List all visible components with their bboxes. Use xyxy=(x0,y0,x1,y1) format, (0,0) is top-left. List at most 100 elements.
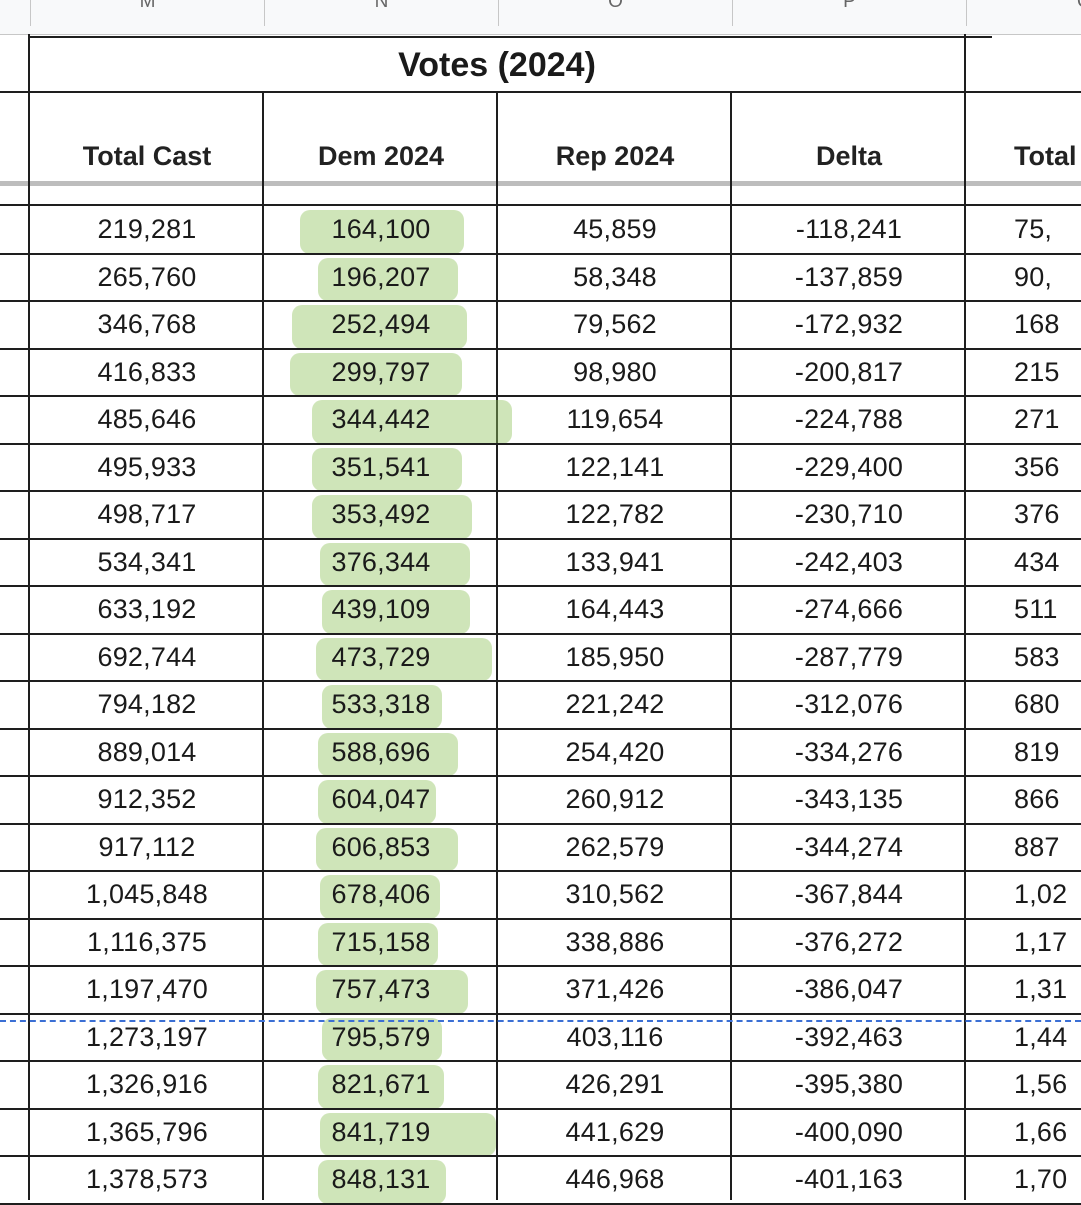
cell-dem-2024[interactable]: 841,719 xyxy=(331,1116,431,1147)
header-total[interactable]: Total xyxy=(1014,140,1077,171)
cell-total-cast[interactable]: 794,182 xyxy=(97,689,197,720)
cell-rep-2024[interactable]: 262,579 xyxy=(565,831,665,862)
cell-total[interactable]: 90, xyxy=(1014,261,1053,292)
column-letter-o[interactable]: O xyxy=(498,0,732,26)
cell-total[interactable]: 511 xyxy=(1014,594,1058,625)
cell-delta[interactable]: -344,274 xyxy=(794,831,904,862)
cell-delta[interactable]: -287,779 xyxy=(794,641,904,672)
cell-total[interactable]: 1,44 xyxy=(1014,1021,1068,1052)
cell-total[interactable]: 215 xyxy=(1014,356,1060,387)
cell-delta[interactable]: -312,076 xyxy=(794,689,904,720)
cell-total-cast[interactable]: 1,378,573 xyxy=(86,1164,208,1195)
cell-delta[interactable]: -229,400 xyxy=(794,451,904,482)
cell-total-cast[interactable]: 1,326,916 xyxy=(86,1069,208,1100)
column-letter-p[interactable]: P xyxy=(732,0,966,26)
cell-rep-2024[interactable]: 310,562 xyxy=(565,879,665,910)
cell-dem-2024[interactable]: 533,318 xyxy=(331,689,431,720)
cell-delta[interactable]: -400,090 xyxy=(794,1116,904,1147)
cell-total-cast[interactable]: 495,933 xyxy=(97,451,197,482)
cell-rep-2024[interactable]: 446,968 xyxy=(565,1164,665,1195)
cell-total-cast[interactable]: 534,341 xyxy=(97,546,197,577)
cell-dem-2024[interactable]: 473,729 xyxy=(331,641,431,672)
column-letter-q[interactable]: Q xyxy=(966,0,1081,26)
cell-total-cast[interactable]: 633,192 xyxy=(97,594,197,625)
cell-dem-2024[interactable]: 164,100 xyxy=(331,214,431,245)
header-total-cast[interactable]: Total Cast xyxy=(82,140,212,171)
cell-delta[interactable]: -172,932 xyxy=(794,309,904,340)
cell-rep-2024[interactable]: 185,950 xyxy=(565,641,665,672)
cell-dem-2024[interactable]: 604,047 xyxy=(331,784,431,815)
cell-total[interactable]: 168 xyxy=(1014,309,1060,340)
cell-total-cast[interactable]: 485,646 xyxy=(97,404,197,435)
cell-total[interactable]: 819 xyxy=(1014,736,1060,767)
cell-total[interactable]: 1,70 xyxy=(1014,1164,1068,1195)
header-delta[interactable]: Delta xyxy=(815,140,883,171)
cell-dem-2024[interactable]: 848,131 xyxy=(331,1164,431,1195)
header-rep-2024[interactable]: Rep 2024 xyxy=(555,140,675,171)
cell-rep-2024[interactable]: 122,141 xyxy=(565,451,665,482)
cell-total[interactable]: 680 xyxy=(1014,689,1060,720)
cell-dem-2024[interactable]: 376,344 xyxy=(331,546,431,577)
cell-rep-2024[interactable]: 221,242 xyxy=(565,689,665,720)
cell-total-cast[interactable]: 912,352 xyxy=(97,784,197,815)
cell-total-cast[interactable]: 265,760 xyxy=(97,261,197,292)
cell-delta[interactable]: -367,844 xyxy=(794,879,904,910)
cell-rep-2024[interactable]: 98,980 xyxy=(573,356,657,387)
cell-dem-2024[interactable]: 795,579 xyxy=(331,1021,431,1052)
cell-rep-2024[interactable]: 79,562 xyxy=(573,309,657,340)
cell-rep-2024[interactable]: 371,426 xyxy=(565,974,665,1005)
cell-delta[interactable]: -137,859 xyxy=(794,261,904,292)
cell-delta[interactable]: -242,403 xyxy=(794,546,904,577)
cell-delta[interactable]: -395,380 xyxy=(794,1069,904,1100)
cell-dem-2024[interactable]: 344,442 xyxy=(331,404,431,435)
cell-total-cast[interactable]: 1,197,470 xyxy=(86,974,208,1005)
cell-rep-2024[interactable]: 260,912 xyxy=(565,784,665,815)
cell-total-cast[interactable]: 692,744 xyxy=(97,641,197,672)
cell-total-cast[interactable]: 346,768 xyxy=(97,309,197,340)
cell-rep-2024[interactable]: 426,291 xyxy=(565,1069,665,1100)
cell-dem-2024[interactable]: 821,671 xyxy=(331,1069,431,1100)
cell-total[interactable]: 887 xyxy=(1014,831,1060,862)
cell-total-cast[interactable]: 416,833 xyxy=(97,356,197,387)
cell-dem-2024[interactable]: 196,207 xyxy=(331,261,431,292)
cell-dem-2024[interactable]: 439,109 xyxy=(331,594,431,625)
cell-dem-2024[interactable]: 351,541 xyxy=(331,451,431,482)
cell-delta[interactable]: -386,047 xyxy=(794,974,904,1005)
cell-delta[interactable]: -343,135 xyxy=(794,784,904,815)
cell-dem-2024[interactable]: 299,797 xyxy=(331,356,431,387)
cell-delta[interactable]: -230,710 xyxy=(794,499,904,530)
header-dem-2024[interactable]: Dem 2024 xyxy=(317,140,445,171)
cell-dem-2024[interactable]: 715,158 xyxy=(331,926,431,957)
cell-total-cast[interactable]: 1,365,796 xyxy=(86,1116,208,1147)
cell-total-cast[interactable]: 1,116,375 xyxy=(87,926,207,957)
cell-total[interactable]: 75, xyxy=(1014,214,1053,245)
cell-dem-2024[interactable]: 606,853 xyxy=(331,831,431,862)
cell-total[interactable]: 1,56 xyxy=(1014,1069,1068,1100)
cell-total-cast[interactable]: 498,717 xyxy=(97,499,197,530)
cell-rep-2024[interactable]: 58,348 xyxy=(573,261,657,292)
cell-delta[interactable]: -334,276 xyxy=(794,736,904,767)
cell-total[interactable]: 583 xyxy=(1014,641,1060,672)
cell-rep-2024[interactable]: 338,886 xyxy=(565,926,665,957)
cell-rep-2024[interactable]: 122,782 xyxy=(565,499,665,530)
column-letter-m[interactable]: M xyxy=(30,0,264,26)
cell-total-cast[interactable]: 219,281 xyxy=(97,214,197,245)
cell-rep-2024[interactable]: 45,859 xyxy=(573,214,657,245)
cell-dem-2024[interactable]: 757,473 xyxy=(331,974,431,1005)
cell-delta[interactable]: -274,666 xyxy=(794,594,904,625)
cell-total[interactable]: 271 xyxy=(1014,404,1060,435)
cell-delta[interactable]: -401,163 xyxy=(794,1164,904,1195)
cell-total[interactable]: 1,66 xyxy=(1014,1116,1068,1147)
cell-rep-2024[interactable]: 441,629 xyxy=(565,1116,665,1147)
cell-dem-2024[interactable]: 588,696 xyxy=(331,736,431,767)
cell-total-cast[interactable]: 889,014 xyxy=(97,736,197,767)
cell-delta[interactable]: -392,463 xyxy=(794,1021,904,1052)
group-title[interactable]: Votes (2024) xyxy=(398,45,596,84)
cell-total[interactable]: 1,02 xyxy=(1014,879,1068,910)
cell-rep-2024[interactable]: 119,654 xyxy=(566,404,664,435)
cell-dem-2024[interactable]: 252,494 xyxy=(331,309,431,340)
cell-total[interactable]: 376 xyxy=(1014,499,1060,530)
cell-rep-2024[interactable]: 254,420 xyxy=(565,736,665,767)
cell-delta[interactable]: -118,241 xyxy=(795,214,903,245)
cell-dem-2024[interactable]: 353,492 xyxy=(331,499,431,530)
